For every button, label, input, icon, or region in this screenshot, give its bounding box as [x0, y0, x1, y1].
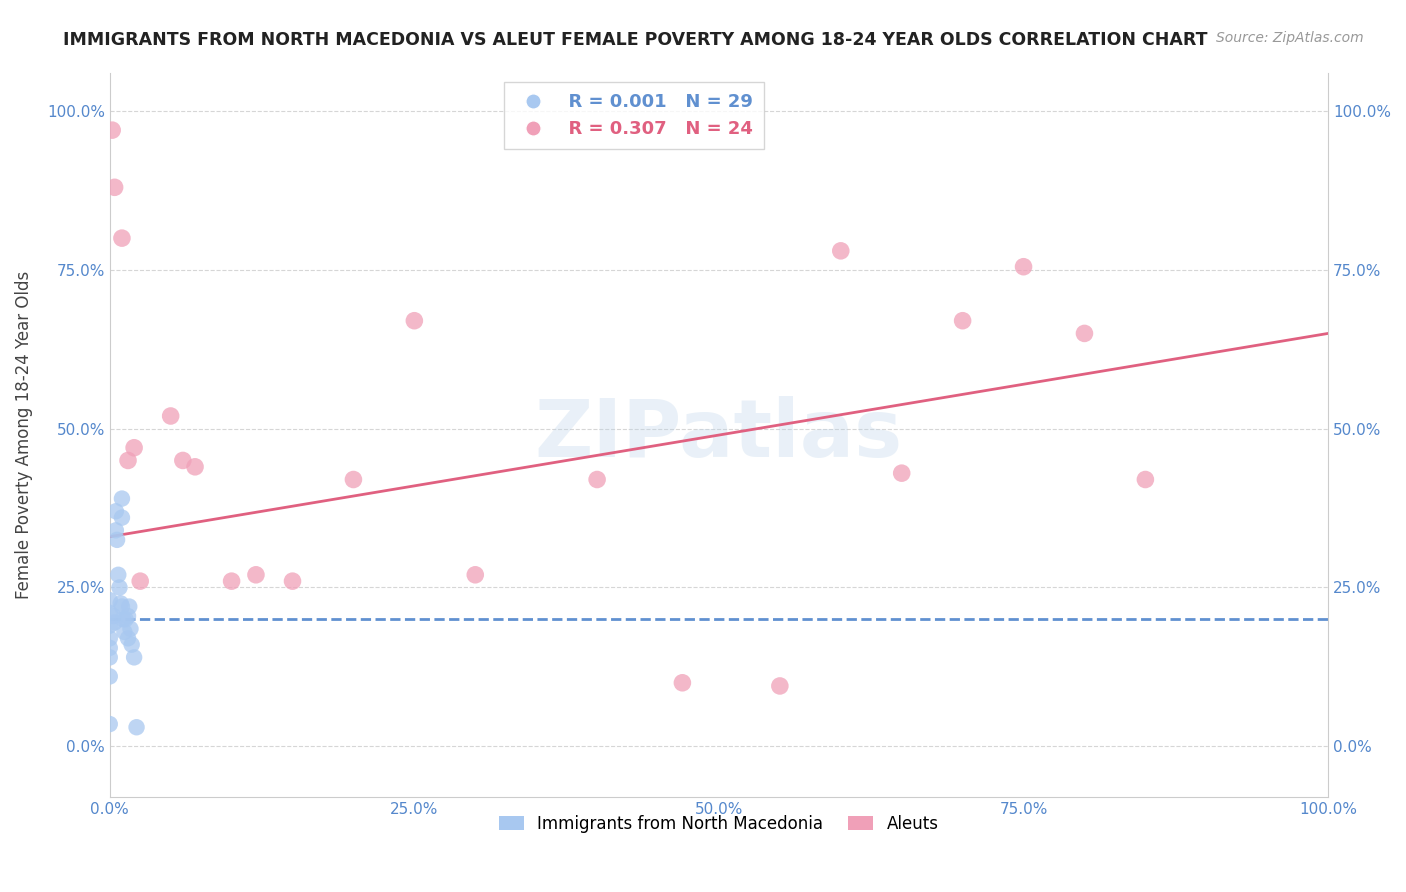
Point — [830, 244, 852, 258]
Point — [98, 717, 121, 731]
Legend: Immigrants from North Macedonia, Aleuts: Immigrants from North Macedonia, Aleuts — [492, 808, 945, 839]
Point — [104, 524, 127, 538]
Point — [111, 231, 134, 245]
Point — [125, 720, 148, 734]
Point — [118, 599, 141, 614]
Point — [184, 459, 207, 474]
Point — [98, 618, 121, 632]
Point — [110, 596, 132, 610]
Point — [112, 624, 135, 639]
Point — [952, 314, 974, 328]
Point — [342, 473, 364, 487]
Text: ZIPatlas: ZIPatlas — [534, 396, 903, 474]
Point — [98, 606, 121, 620]
Point — [404, 314, 426, 328]
Point — [117, 609, 139, 624]
Point — [245, 567, 267, 582]
Point — [98, 669, 121, 683]
Point — [129, 574, 152, 589]
Point — [98, 640, 121, 655]
Point — [107, 567, 129, 582]
Point — [104, 180, 127, 194]
Point — [104, 504, 127, 518]
Point — [121, 638, 143, 652]
Point — [105, 533, 128, 547]
Point — [769, 679, 792, 693]
Point — [117, 632, 139, 646]
Point — [1012, 260, 1035, 274]
Point — [112, 612, 135, 626]
Point — [464, 567, 486, 582]
Point — [98, 632, 121, 646]
Point — [221, 574, 243, 589]
Point — [671, 675, 693, 690]
Point — [1073, 326, 1095, 341]
Point — [1135, 473, 1157, 487]
Point — [111, 510, 134, 524]
Point — [122, 650, 145, 665]
Point — [101, 123, 124, 137]
Point — [111, 599, 134, 614]
Point — [114, 612, 136, 626]
Point — [103, 609, 125, 624]
Point — [890, 466, 912, 480]
Point — [120, 622, 142, 636]
Point — [159, 409, 181, 423]
Point — [586, 473, 609, 487]
Point — [117, 453, 139, 467]
Point — [108, 581, 131, 595]
Point — [122, 441, 145, 455]
Point — [98, 593, 121, 607]
Y-axis label: Female Poverty Among 18-24 Year Olds: Female Poverty Among 18-24 Year Olds — [15, 271, 32, 599]
Point — [98, 650, 121, 665]
Text: Source: ZipAtlas.com: Source: ZipAtlas.com — [1216, 31, 1364, 45]
Point — [281, 574, 304, 589]
Point — [111, 491, 134, 506]
Point — [104, 615, 127, 630]
Point — [172, 453, 194, 467]
Text: IMMIGRANTS FROM NORTH MACEDONIA VS ALEUT FEMALE POVERTY AMONG 18-24 YEAR OLDS CO: IMMIGRANTS FROM NORTH MACEDONIA VS ALEUT… — [63, 31, 1208, 49]
